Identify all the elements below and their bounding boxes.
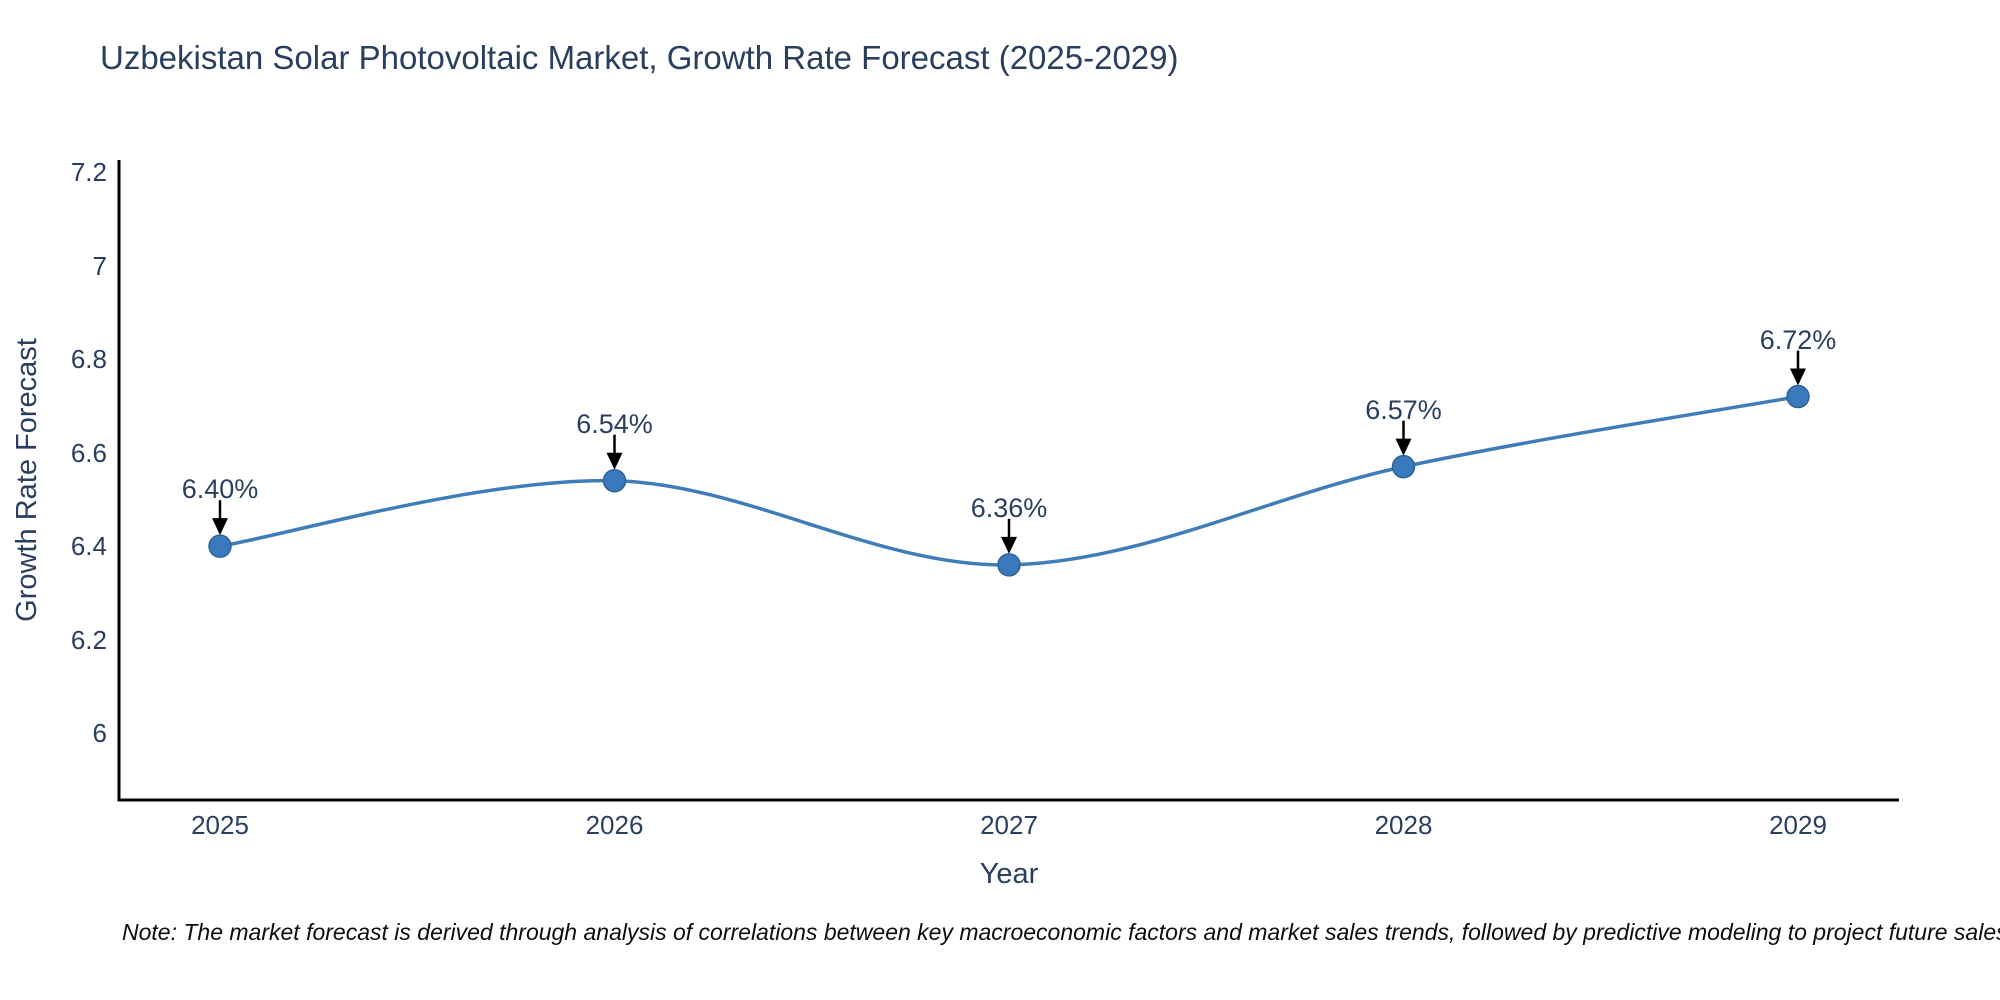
data-point[interactable]	[208, 534, 232, 558]
x-tick-label: 2028	[1374, 810, 1433, 840]
data-point[interactable]	[1391, 454, 1416, 479]
y-tick-label: 7.2	[70, 157, 107, 188]
x-axis-title: Year	[979, 858, 1039, 890]
data-point-label: 6.54%	[576, 408, 653, 439]
x-tick-label: 2029	[1769, 810, 1827, 840]
annotation-arrow-head	[606, 452, 623, 470]
annotation-arrow-head	[1001, 536, 1017, 554]
annotation-arrow-head	[1395, 438, 1412, 456]
data-point[interactable]	[1786, 384, 1810, 409]
y-axis-title: Growth Rate Forecast	[11, 338, 43, 622]
footnote: Note: The market forecast is derived thr…	[122, 919, 2000, 945]
annotation-arrow-head	[1790, 368, 1806, 386]
data-point-label: 6.40%	[181, 474, 259, 505]
annotation-arrow-head	[212, 518, 228, 536]
data-point[interactable]	[602, 468, 627, 493]
x-tick-label: 2027	[980, 810, 1038, 840]
y-tick-label: 6.6	[70, 437, 107, 468]
data-point-label: 6.36%	[970, 492, 1048, 523]
y-tick-label: 6.8	[70, 344, 107, 375]
x-tick-label: 2025	[191, 810, 249, 840]
y-tick-label: 6.4	[70, 531, 107, 562]
y-tick-label: 7	[92, 250, 107, 281]
data-point[interactable]	[997, 553, 1021, 577]
chart-title: Uzbekistan Solar Photovoltaic Market, Gr…	[100, 39, 1179, 76]
data-point-label: 6.72%	[1759, 324, 1837, 355]
x-tick-label: 2026	[585, 810, 644, 840]
data-point-label: 6.57%	[1365, 394, 1442, 425]
y-tick-label: 6	[92, 718, 107, 749]
y-tick-label: 6.2	[70, 624, 107, 655]
